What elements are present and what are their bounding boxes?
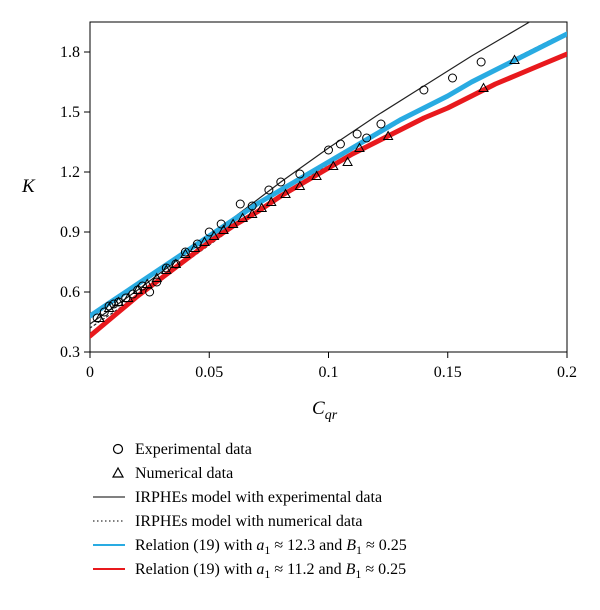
legend-label-part: ≈ 11.2 and [270,561,345,578]
data-point-experimental [476,57,486,67]
data-point-numerical [189,242,201,252]
y-tick-label: 1.2 [60,164,80,181]
x-tick-label: 0.2 [557,364,577,381]
data-point-numerical [354,142,365,152]
series-points [92,54,520,323]
legend-item: Relation (19) with a1 ≈ 12.3 and B1 ≈ 0.… [93,537,407,557]
data-point-numerical [256,202,268,212]
data-point-experimental [180,247,190,257]
legend-label-part: a [256,537,264,554]
data-point-experimental [161,263,171,273]
x-tick-label: 0 [86,364,94,381]
data-point-experimental [448,73,458,83]
ticks: 0 0.05 0.1 0.15 0.2 0.3 0.6 0.9 1.2 1.5 1.8 [60,44,577,381]
data-point-numerical [478,82,489,92]
data-point-experimental [362,133,372,143]
x-axis-title-sub: qr [325,408,338,423]
legend-marker-triangle [111,466,125,478]
series-line-5 [90,51,567,339]
data-point-numerical [208,230,220,240]
data-point-experimental [295,169,305,179]
data-point-numerical [180,248,191,258]
y-axis-title: K [21,176,36,197]
data-point-numerical [160,264,172,274]
legend-label: IRPHEs model with experimental data [135,489,382,506]
data-point-experimental [104,301,114,311]
legend: Experimental data Numerical data IRPHEs mo… [93,441,407,581]
data-point-experimental [419,85,429,95]
y-tick-label: 0.6 [60,284,80,301]
data-point-experimental [352,129,362,139]
legend-item: IRPHEs model with experimental data [93,489,382,506]
y-tick-label: 1.8 [60,44,80,61]
legend-label-part: B [346,537,356,554]
legend-label-part: Relation (19) with [135,537,256,554]
data-point-numerical [132,284,144,294]
data-point-numerical [170,258,182,268]
x-axis-title-main: C [312,398,325,419]
x-tick-label: 0.05 [195,364,223,381]
legend-label-part: a [256,561,264,578]
data-point-numerical [265,196,277,206]
legend-label-part: B [346,561,356,578]
data-point-experimental [235,199,245,209]
x-tick-label: 0.15 [434,364,462,381]
data-point-experimental [264,185,274,195]
data-point-experimental [376,119,386,129]
legend-label-part: Relation (19) with [135,561,256,578]
legend-label: Numerical data [135,465,233,482]
legend-label: Relation (19) with a1 ≈ 12.3 and B1 ≈ 0.… [135,537,407,557]
data-point-numerical [113,296,124,306]
data-point-numerical [280,188,291,198]
plot-area: 0 0.05 0.1 0.15 0.2 0.3 0.6 0.9 1.2 1.5 1.8 [60,21,577,381]
legend-item: IRPHEs model with numerical data [93,513,363,530]
data-point-numerical [237,212,248,222]
legend-item: Numerical data [111,465,233,482]
data-point-numerical [509,54,520,64]
legend-label: Relation (19) with a1 ≈ 11.2 and B1 ≈ 0.… [135,561,406,581]
data-point-numerical [382,130,394,140]
data-point-numerical [227,218,239,228]
y-tick-label: 0.9 [60,224,80,241]
legend-item: Relation (19) with a1 ≈ 11.2 and B1 ≈ 0.… [93,561,406,581]
data-point-numerical [94,312,105,322]
legend-label-part: ≈ 0.25 [361,561,406,578]
data-point-experimental [324,145,333,155]
data-point-numerical [218,224,229,234]
legend-label-part: ≈ 12.3 and [270,537,346,554]
data-point-numerical [103,302,115,312]
series-line-4 [90,31,567,319]
x-tick-label: 0.1 [319,364,339,381]
data-point-numerical [311,170,322,180]
legend-label: IRPHEs model with numerical data [135,513,363,530]
legend-label: Experimental data [135,441,252,458]
legend-label-part: 1 [355,567,361,581]
legend-label-part: 1 [264,567,270,581]
x-axis-title: Cqr [312,398,338,423]
data-point-numerical [342,156,353,166]
data-point-numerical [246,208,258,218]
data-point-experimental [216,219,226,229]
y-tick-label: 1.5 [60,104,80,121]
legend-label-part: 1 [264,543,270,557]
data-point-experimental [276,177,286,187]
data-point-numerical [151,272,163,282]
axis-titles: K Cqr [21,176,338,423]
legend-label-part: 1 [356,543,362,557]
series-lines [90,22,567,339]
data-point-numerical [122,292,134,302]
legend-item: Experimental data [112,441,252,458]
legend-marker-circle [112,443,124,455]
data-point-numerical [294,180,306,190]
legend-label-part: ≈ 0.25 [362,537,407,554]
data-point-numerical [199,236,210,246]
data-point-experimental [335,139,345,149]
y-tick-label: 0.3 [60,344,80,361]
data-point-numerical [141,278,153,288]
data-point-numerical [327,160,339,170]
